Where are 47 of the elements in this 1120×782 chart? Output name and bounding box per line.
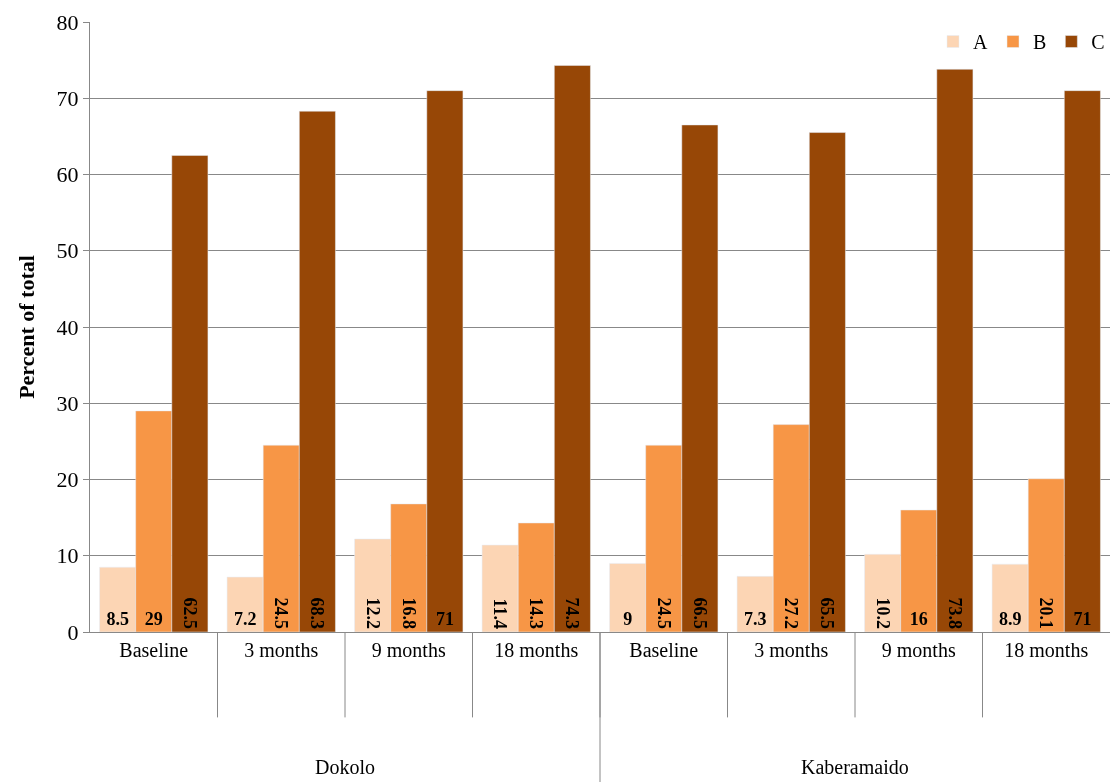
data-label: 11.4: [490, 598, 511, 629]
data-label: 27.2: [781, 597, 802, 629]
x-tick-label: 3 months: [244, 639, 319, 661]
data-label: 10.2: [872, 597, 893, 629]
legend-label: B: [1033, 31, 1047, 54]
data-label: 71: [1073, 609, 1092, 629]
data-label: 12.2: [362, 597, 383, 629]
y-tick-label: 40: [56, 314, 79, 340]
data-label: 20.1: [1036, 597, 1057, 629]
y-tick-label: 30: [56, 390, 79, 416]
data-label: 66.5: [689, 597, 710, 629]
data-label: 65.5: [817, 597, 838, 629]
x-tick-label: 18 months: [494, 639, 579, 661]
data-label: 16: [909, 609, 928, 629]
x-tick-label: 9 months: [881, 639, 956, 661]
y-tick-label: 20: [56, 467, 79, 493]
data-label: 14.3: [526, 597, 547, 629]
data-label: 68.3: [307, 597, 328, 629]
x-tick-label: 3 months: [754, 639, 829, 661]
data-label: 8.5: [106, 609, 129, 629]
data-label: 24.5: [653, 597, 674, 629]
y-tick-label: 70: [56, 85, 79, 111]
x-tick-label: Baseline: [629, 639, 699, 661]
data-label: 24.5: [271, 597, 292, 629]
data-label: 62.5: [179, 597, 200, 629]
y-tick-label: 10: [56, 543, 79, 569]
data-label: 7.2: [233, 609, 257, 629]
data-label: 9: [623, 609, 633, 629]
data-label: 74.3: [562, 597, 583, 629]
data-label: 7.3: [743, 609, 767, 629]
legend-label: A: [973, 31, 988, 54]
y-tick-label: 80: [56, 9, 79, 35]
data-label: 29: [144, 609, 163, 629]
data-label: 71: [435, 609, 454, 629]
x-tick-label: Baseline: [119, 639, 189, 661]
y-tick-label: 0: [67, 619, 79, 645]
x-tick-label: 18 months: [1004, 639, 1089, 661]
y-axis-title: Percent of total: [14, 255, 40, 399]
text: Kaberamaido: [801, 756, 909, 778]
data-label: 16.8: [398, 597, 419, 629]
text: Dokolo: [315, 756, 375, 778]
y-tick-label: 60: [56, 162, 79, 188]
data-label: 73.8: [944, 597, 965, 629]
y-tick-label: 50: [56, 238, 79, 264]
data-label: 8.9: [998, 609, 1022, 629]
legend-label: C: [1091, 31, 1105, 54]
x-tick-label: 9 months: [371, 639, 446, 661]
